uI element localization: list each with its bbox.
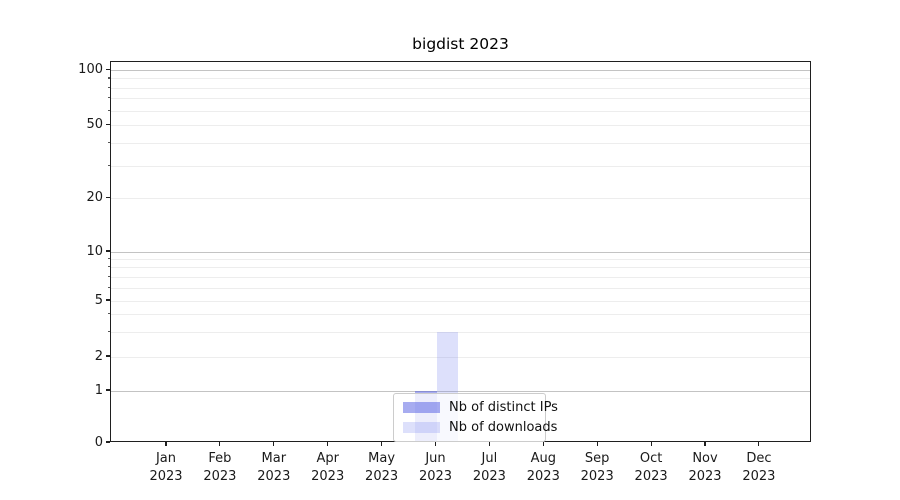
y-minor-tick-mark bbox=[108, 286, 110, 288]
y-minor-tick-mark bbox=[108, 313, 110, 315]
y-tick-label-20: 20 bbox=[86, 190, 103, 205]
plot-area bbox=[110, 61, 811, 442]
y-tick-mark bbox=[106, 196, 110, 199]
y-tick-label-10: 10 bbox=[86, 243, 103, 259]
x-tick-label-aug: Aug 2023 bbox=[526, 451, 560, 484]
y-gridline-major bbox=[111, 251, 810, 253]
x-tick-label-feb: Feb 2023 bbox=[203, 451, 237, 484]
x-tick-label-may: May 2023 bbox=[365, 451, 399, 484]
legend-item-distinct-ips: Nb of distinct IPs bbox=[403, 399, 558, 416]
y-gridline-minor bbox=[111, 331, 810, 333]
x-tick-mark bbox=[273, 442, 275, 446]
y-gridline-minor bbox=[111, 267, 810, 269]
legend-label-downloads: Nb of downloads bbox=[449, 420, 558, 435]
y-minor-tick-mark bbox=[108, 77, 110, 79]
x-tick-mark bbox=[381, 442, 383, 446]
y-tick-label-100: 100 bbox=[78, 62, 103, 77]
x-tick-label-dec: Dec 2023 bbox=[742, 451, 776, 484]
y-gridline-minor bbox=[111, 142, 810, 144]
y-gridline-minor bbox=[111, 258, 810, 260]
y-gridline-minor bbox=[111, 125, 810, 126]
x-tick-mark bbox=[542, 442, 544, 446]
y-gridline-minor bbox=[111, 276, 810, 278]
y-tick-mark bbox=[106, 68, 110, 71]
y-tick-mark bbox=[106, 299, 110, 301]
x-tick-label-jul: Jul 2023 bbox=[472, 451, 506, 484]
y-tick-label-5: 5 bbox=[94, 292, 103, 308]
legend-label-distinct-ips: Nb of distinct IPs bbox=[449, 400, 558, 415]
y-minor-tick-mark bbox=[108, 141, 110, 143]
y-gridline-major bbox=[111, 70, 810, 72]
y-gridline-minor bbox=[111, 87, 810, 89]
y-tick-label-0: 0 bbox=[94, 434, 103, 450]
chart-title: bigdist 2023 bbox=[412, 35, 509, 53]
y-minor-tick-mark bbox=[108, 330, 110, 332]
x-tick-mark bbox=[219, 442, 221, 446]
y-gridline-major bbox=[111, 390, 810, 392]
x-tick-label-oct: Oct 2023 bbox=[634, 451, 668, 484]
x-tick-label-jun: Jun 2023 bbox=[418, 451, 453, 484]
x-tick-mark bbox=[165, 442, 167, 446]
x-tick-label-apr: Apr 2023 bbox=[311, 451, 345, 484]
y-gridline-minor bbox=[111, 78, 810, 80]
x-tick-label-mar: Mar 2023 bbox=[257, 451, 291, 484]
x-tick-mark bbox=[650, 442, 652, 446]
x-tick-mark bbox=[758, 442, 760, 446]
y-gridline-minor bbox=[111, 287, 810, 289]
y-gridline-minor bbox=[111, 356, 810, 358]
y-minor-tick-mark bbox=[108, 266, 110, 268]
legend: Nb of distinct IPs Nb of downloads bbox=[393, 393, 558, 442]
x-tick-label-sep: Sep 2023 bbox=[580, 451, 614, 484]
legend-swatch-downloads-icon bbox=[403, 422, 440, 433]
x-tick-mark bbox=[596, 442, 598, 446]
y-gridline-minor bbox=[111, 165, 810, 167]
y-tick-mark bbox=[106, 250, 110, 252]
x-tick-mark bbox=[488, 442, 490, 446]
y-tick-label-1: 1 bbox=[94, 382, 103, 398]
y-tick-mark bbox=[106, 389, 110, 391]
y-minor-tick-mark bbox=[108, 86, 110, 88]
y-tick-mark bbox=[106, 355, 110, 357]
y-tick-label-2: 2 bbox=[94, 348, 103, 364]
x-tick-mark bbox=[704, 442, 706, 446]
y-gridline-minor bbox=[111, 98, 810, 100]
y-minor-tick-mark bbox=[108, 97, 110, 99]
y-tick-mark bbox=[106, 441, 110, 443]
x-tick-mark bbox=[327, 442, 329, 446]
y-gridline-minor bbox=[111, 198, 810, 199]
y-minor-tick-mark bbox=[108, 164, 110, 166]
y-minor-tick-mark bbox=[108, 275, 110, 277]
x-tick-label-jan: Jan 2023 bbox=[149, 451, 183, 484]
y-tick-label-50: 50 bbox=[86, 117, 103, 132]
y-tick-mark bbox=[106, 123, 110, 126]
y-gridline-minor bbox=[111, 300, 810, 302]
y-gridline-minor bbox=[111, 110, 810, 112]
x-tick-label-nov: Nov 2023 bbox=[688, 451, 722, 484]
y-gridline-minor bbox=[111, 314, 810, 316]
x-tick-mark bbox=[434, 442, 437, 446]
legend-item-downloads: Nb of downloads bbox=[403, 419, 557, 436]
y-minor-tick-mark bbox=[108, 257, 110, 260]
legend-swatch-distinct-ips-icon bbox=[403, 402, 440, 413]
y-minor-tick-mark bbox=[108, 109, 110, 111]
